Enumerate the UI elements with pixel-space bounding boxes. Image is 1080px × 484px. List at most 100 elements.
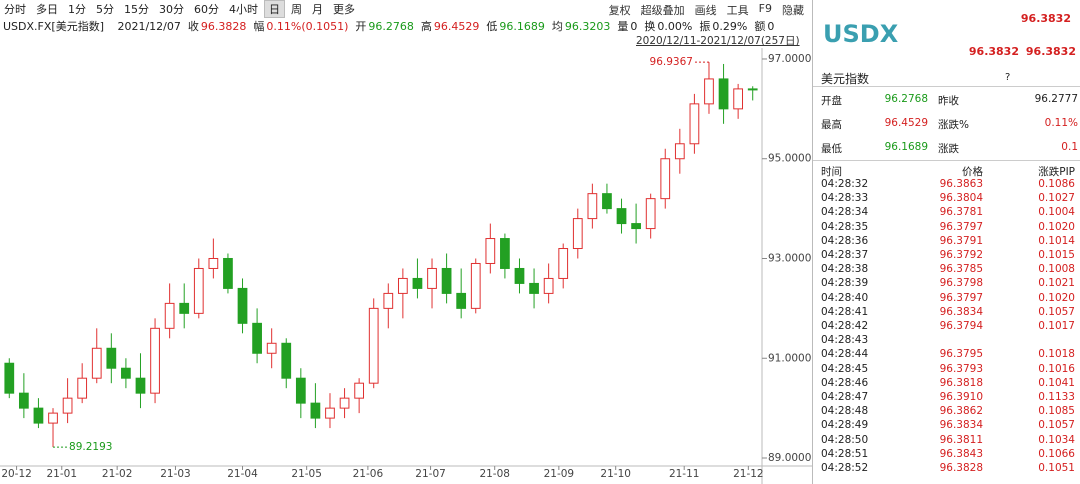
info-value: 0.00% xyxy=(657,20,693,33)
period-button[interactable]: 30分 xyxy=(159,2,184,16)
stat-label: 最低 xyxy=(821,143,842,155)
tick-row: 04:28:44 96.3795 0.1018 xyxy=(821,348,1079,362)
candle-body xyxy=(310,402,321,419)
tick-cell: 04:28:34 xyxy=(821,206,869,219)
tick-row: 04:28:39 96.3798 0.1021 xyxy=(821,277,1079,291)
bid: 96.3832 xyxy=(968,45,1019,58)
stat-value: 0.1 xyxy=(1061,141,1078,153)
tick-cell: 04:28:44 xyxy=(821,348,869,361)
tick-row: 04:28:33 96.3804 0.1027 xyxy=(821,192,1079,206)
tick-row: 04:28:37 96.3792 0.1015 xyxy=(821,249,1079,263)
period-button[interactable]: 分时 xyxy=(4,2,26,16)
candle-body xyxy=(558,248,569,279)
x-tick-label: 21-11 xyxy=(669,468,700,480)
candle-body xyxy=(631,223,641,230)
candle-body xyxy=(587,193,598,220)
candle-body xyxy=(645,198,656,230)
info-label: 幅 xyxy=(253,20,265,33)
tool-button[interactable]: 工具 xyxy=(726,4,749,17)
stat-value: 0.11% xyxy=(1044,117,1078,129)
annotation-label: 96.9367 xyxy=(650,56,693,68)
x-tick-label: 21-01 xyxy=(47,468,78,480)
candle-body xyxy=(470,262,481,309)
tick-cell: 0.1008 xyxy=(1038,263,1075,276)
period-button[interactable]: 60分 xyxy=(194,2,219,16)
tick-cell: 0.1057 xyxy=(1038,419,1075,432)
info-line: USDX.FX[美元指数] 2021/12/07 收 96.3828 幅 0.11%(0… xyxy=(3,18,808,34)
candle-body xyxy=(164,302,175,329)
tick-cell: 96.3781 xyxy=(939,206,983,219)
tick-row: 04:28:32 96.3863 0.1086 xyxy=(821,178,1079,192)
help[interactable]: ? xyxy=(1005,72,1011,83)
tick-cell: 04:28:39 xyxy=(821,277,869,290)
tick-cell: 96.3804 xyxy=(939,192,983,205)
header-cell: 时间 xyxy=(821,166,842,178)
tick-cell: 0.1004 xyxy=(1038,206,1075,219)
last-price: 96.3832 xyxy=(1020,12,1071,25)
tick-cell: 0.1020 xyxy=(1038,291,1075,304)
tick-cell: 0.1085 xyxy=(1038,405,1075,418)
period-button[interactable]: 1分 xyxy=(68,2,86,16)
tick-row: 04:28:35 96.3797 0.1020 xyxy=(821,221,1079,235)
info-value: 96.3203 xyxy=(564,20,611,33)
x-tick-label: 21-12 xyxy=(733,468,764,480)
candle-body xyxy=(500,238,510,269)
candle-body xyxy=(208,257,219,269)
tick-cell: 04:28:36 xyxy=(821,234,869,247)
tick-cell: 04:28:42 xyxy=(821,320,869,332)
divider xyxy=(813,160,1080,161)
period-button[interactable]: 周 xyxy=(291,2,302,16)
tick-cell: 04:28:35 xyxy=(821,220,869,233)
tick-cell: 04:28:50 xyxy=(821,433,869,446)
info-label: 开 xyxy=(355,20,367,33)
period-button[interactable]: 日 xyxy=(264,0,285,18)
tick-cell: 96.3793 xyxy=(939,362,983,375)
candle-body xyxy=(354,382,365,399)
x-tick-label: 21-10 xyxy=(600,468,631,480)
period-button[interactable]: 更多 xyxy=(333,2,355,16)
tick-cell: 0.1133 xyxy=(1038,391,1075,403)
tick-row: 04:28:40 96.3797 0.1020 xyxy=(821,292,1079,306)
tool-button[interactable]: 隐藏 xyxy=(782,4,804,17)
candle-body xyxy=(514,267,525,284)
candle-body xyxy=(397,277,408,294)
tick-cell: 04:28:46 xyxy=(821,376,869,389)
candle-body xyxy=(427,267,437,289)
candle-body xyxy=(223,257,233,289)
y-tick-label: 91.0000 xyxy=(768,352,811,364)
stat-label: 涨跌% xyxy=(938,119,969,131)
tool-button[interactable]: 复权 xyxy=(608,4,631,17)
tick-row: 04:28:41 96.3834 0.1057 xyxy=(821,306,1079,320)
candle-body xyxy=(121,367,131,379)
tick-row: 04:28:47 96.3910 0.1133 xyxy=(821,391,1079,405)
x-tick-label: 21-02 xyxy=(102,468,133,480)
date-range[interactable]: 2020/12/11-2021/12/07(257日) xyxy=(636,35,800,47)
stat-value: 96.1689 xyxy=(884,141,928,153)
tick-cell: 04:28:41 xyxy=(821,305,869,318)
stat-label: 最高 xyxy=(821,119,842,131)
candle-body xyxy=(747,88,758,91)
tool-button[interactable]: 超级叠加 xyxy=(640,4,685,17)
stat-label: 涨跌 xyxy=(938,143,959,155)
tick-cell: 96.3785 xyxy=(939,263,983,276)
tick-cell: 04:28:43 xyxy=(821,334,869,347)
period-button[interactable]: 4小时 xyxy=(229,2,258,16)
tick-cell: 96.3795 xyxy=(939,348,983,361)
candle-body xyxy=(339,397,350,409)
candle-body xyxy=(368,307,379,384)
candle-body xyxy=(456,292,467,309)
tool-button[interactable]: 画线 xyxy=(694,4,717,17)
info-value: 96.2768 xyxy=(368,20,414,33)
tool-button[interactable]: F9 xyxy=(758,2,772,15)
tick-cell: 04:28:49 xyxy=(821,419,869,432)
period-button[interactable]: 15分 xyxy=(124,2,149,16)
divider xyxy=(813,86,1080,87)
tick-cell: 0.1014 xyxy=(1038,234,1075,247)
tick-cell: 0.1086 xyxy=(1038,178,1075,190)
period-button[interactable]: 月 xyxy=(312,2,323,16)
tick-row: 04:28:36 96.3791 0.1014 xyxy=(821,235,1079,249)
period-button[interactable]: 5分 xyxy=(96,2,114,16)
period-button[interactable]: 多日 xyxy=(36,2,58,16)
x-tick-label: 21-04 xyxy=(227,468,258,480)
candle-body xyxy=(325,407,335,419)
